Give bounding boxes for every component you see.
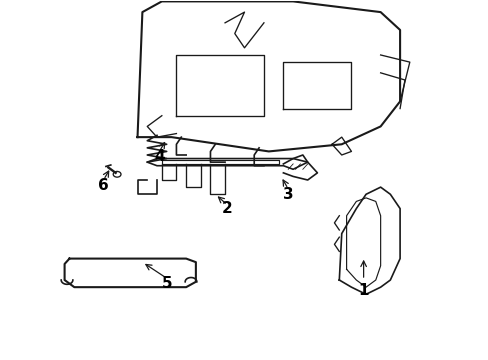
Text: 3: 3 [283,187,293,202]
Text: 4: 4 [154,149,164,164]
Text: 2: 2 [222,201,232,216]
Text: 5: 5 [161,276,172,291]
Text: 1: 1 [358,283,368,298]
Text: 6: 6 [98,178,109,193]
